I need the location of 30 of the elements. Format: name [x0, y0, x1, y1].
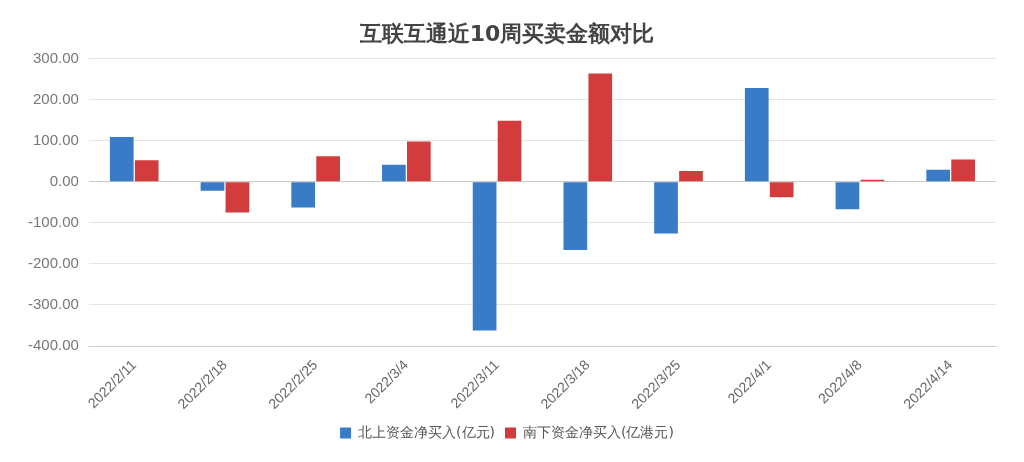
- bar: [679, 171, 703, 182]
- legend-label: 北上资金净买入(亿元): [358, 423, 496, 440]
- y-tick-label: 200.00: [32, 89, 79, 107]
- bar: [406, 141, 431, 182]
- y-tick-label: -100.00: [28, 212, 79, 230]
- bar: [835, 182, 860, 210]
- bar: [654, 182, 678, 234]
- bar: [472, 182, 497, 331]
- y-tick-label: 100.00: [32, 130, 79, 148]
- bar: [109, 136, 134, 182]
- bar: [316, 156, 340, 182]
- bar: [225, 182, 250, 213]
- bar: [134, 160, 159, 182]
- bar: [382, 164, 406, 182]
- y-tick-label: 300.00: [32, 48, 79, 66]
- bar: [769, 182, 794, 198]
- y-tick-label: -400.00: [28, 336, 79, 354]
- bar: [291, 182, 316, 208]
- bar: [588, 73, 613, 182]
- y-tick-label: 0.00: [49, 171, 79, 189]
- chart-title: 互联互通近10周买卖金额对比: [358, 20, 655, 46]
- bar: [563, 182, 588, 250]
- y-tick-label: -300.00: [28, 295, 79, 313]
- y-tick-label: -200.00: [28, 254, 79, 272]
- bar: [200, 182, 225, 191]
- bar: [951, 159, 975, 182]
- bar: [744, 87, 769, 182]
- bar: [926, 169, 951, 182]
- legend-label: 南下资金净买入(亿港元): [523, 423, 674, 440]
- bar: [497, 120, 522, 182]
